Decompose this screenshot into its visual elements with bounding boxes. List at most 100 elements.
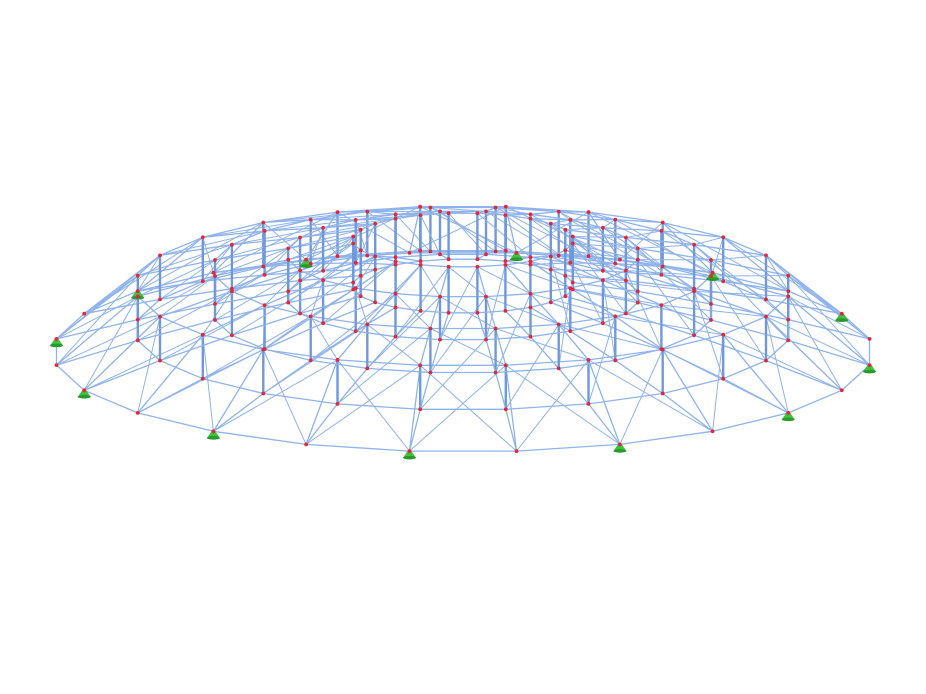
node-point-icon[interactable] <box>335 358 340 362</box>
diagonal-member[interactable] <box>419 328 496 410</box>
radial-member[interactable] <box>637 258 712 277</box>
radial-member[interactable] <box>264 322 324 350</box>
node-point-icon[interactable] <box>601 268 605 273</box>
ring-chord-member[interactable] <box>530 217 551 225</box>
radial-member[interactable] <box>661 230 724 238</box>
node-point-icon[interactable] <box>503 263 508 267</box>
diagonal-member[interactable] <box>202 237 214 273</box>
diagonal-member[interactable] <box>355 264 421 332</box>
radial-member[interactable] <box>765 316 843 391</box>
ring-chord-member[interactable] <box>375 217 396 225</box>
node-point-icon[interactable] <box>568 261 573 265</box>
ring-chord-member[interactable] <box>159 316 204 336</box>
diagonal-member[interactable] <box>83 296 139 391</box>
radial-member[interactable] <box>765 359 843 391</box>
radial-member[interactable] <box>159 288 232 301</box>
ring-chord-member[interactable] <box>602 312 627 324</box>
node-point-icon[interactable] <box>839 311 844 316</box>
radial-member[interactable] <box>231 236 301 246</box>
node-point-icon[interactable] <box>528 305 533 310</box>
node-point-icon[interactable] <box>286 257 291 262</box>
node-point-icon[interactable] <box>135 273 140 278</box>
ring-chord-member[interactable] <box>550 269 566 277</box>
diagonal-member[interactable] <box>765 316 870 366</box>
node-point-icon[interactable] <box>475 257 480 262</box>
node-point-icon[interactable] <box>692 333 696 338</box>
ring-chord-member[interactable] <box>485 210 531 215</box>
ring-chord-member[interactable] <box>625 237 639 249</box>
diagonal-member[interactable] <box>310 316 338 361</box>
node-point-icon[interactable] <box>786 273 791 278</box>
node-point-icon[interactable] <box>54 363 59 367</box>
radial-member[interactable] <box>494 328 507 366</box>
diagonal-member[interactable] <box>572 236 639 303</box>
node-point-icon[interactable] <box>601 321 605 326</box>
node-point-icon[interactable] <box>624 278 628 283</box>
diagonal-member[interactable] <box>300 223 376 238</box>
radial-member[interactable] <box>323 268 376 272</box>
node-point-icon[interactable] <box>764 358 768 363</box>
diagonal-member[interactable] <box>56 295 139 340</box>
ring-chord-member[interactable] <box>558 210 616 221</box>
diagonal-member[interactable] <box>477 266 531 295</box>
ring-chord-member[interactable] <box>214 319 233 336</box>
ring-chord-member[interactable] <box>550 223 566 231</box>
radial-member[interactable] <box>505 213 531 216</box>
radial-member[interactable] <box>637 247 712 261</box>
node-point-icon[interactable] <box>624 268 628 273</box>
node-point-icon[interactable] <box>514 449 519 453</box>
ring-chord-member[interactable] <box>56 364 85 391</box>
ring-chord-member[interactable] <box>231 334 265 350</box>
ring-chord-member[interactable] <box>159 360 204 380</box>
node-point-icon[interactable] <box>503 407 508 412</box>
ring-chord-member[interactable] <box>615 348 662 362</box>
diagonal-member[interactable] <box>264 270 301 306</box>
node-point-icon[interactable] <box>548 300 553 305</box>
node-point-icon[interactable] <box>358 273 363 278</box>
node-point-icon[interactable] <box>528 255 533 260</box>
diagonal-member[interactable] <box>159 275 216 318</box>
node-point-icon[interactable] <box>393 212 398 217</box>
radial-member[interactable] <box>565 249 627 272</box>
ring-chord-member[interactable] <box>722 360 767 380</box>
node-point-icon[interactable] <box>709 274 713 278</box>
node-point-icon[interactable] <box>709 258 713 262</box>
node-point-icon[interactable] <box>135 289 140 293</box>
node-point-icon[interactable] <box>556 322 561 327</box>
diagonal-member[interactable] <box>202 291 233 335</box>
node-point-icon[interactable] <box>351 280 356 285</box>
node-point-icon[interactable] <box>618 442 622 447</box>
radial-member[interactable] <box>137 319 216 342</box>
diagonal-member[interactable] <box>355 223 376 264</box>
diagonal-member[interactable] <box>485 210 559 257</box>
radial-member[interactable] <box>83 316 161 391</box>
radial-member[interactable] <box>419 372 432 410</box>
ring-chord-member[interactable] <box>159 236 204 256</box>
diagonal-member[interactable] <box>505 264 571 289</box>
node-point-icon[interactable] <box>351 287 356 292</box>
radial-member[interactable] <box>788 339 870 366</box>
ring-chord-member[interactable] <box>367 367 431 374</box>
ring-chord-member[interactable] <box>287 280 301 292</box>
ring-chord-member[interactable] <box>530 301 551 309</box>
node-point-icon[interactable] <box>393 262 398 267</box>
ring-chord-member[interactable] <box>420 212 449 216</box>
ring-chord-member[interactable] <box>420 264 449 268</box>
ring-chord-member[interactable] <box>287 237 301 249</box>
ring-chord-member[interactable] <box>505 250 589 257</box>
radial-member[interactable] <box>366 336 396 369</box>
ring-chord-member[interactable] <box>558 359 616 370</box>
node-point-icon[interactable] <box>82 388 87 393</box>
node-point-icon[interactable] <box>393 291 398 296</box>
node-point-icon[interactable] <box>321 278 325 283</box>
radial-member[interactable] <box>530 293 560 325</box>
node-point-icon[interactable] <box>446 211 451 216</box>
radial-member[interactable] <box>530 217 571 221</box>
node-point-icon[interactable] <box>261 220 266 225</box>
ring-chord-member[interactable] <box>477 212 506 216</box>
node-point-icon[interactable] <box>563 294 568 299</box>
radial-member[interactable] <box>419 328 432 366</box>
ring-chord-member[interactable] <box>495 323 559 330</box>
radial-member[interactable] <box>337 323 368 361</box>
